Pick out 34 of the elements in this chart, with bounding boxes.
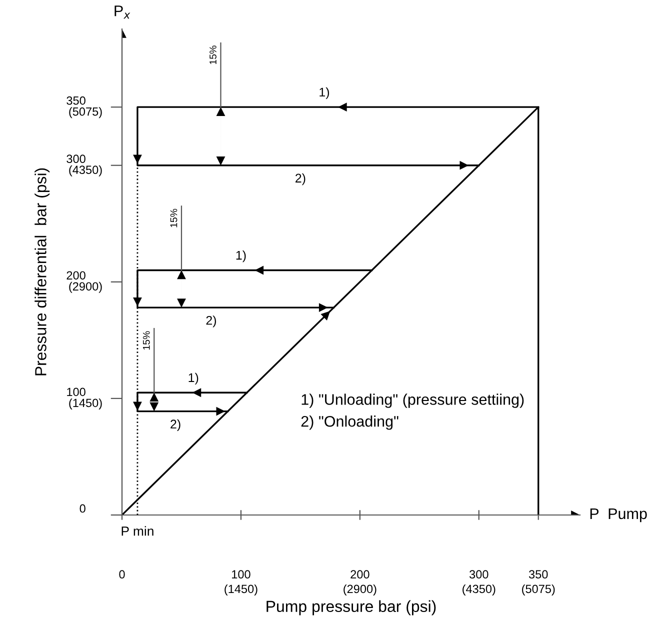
x-tick-label: 100 [232, 570, 250, 579]
y-tick-label: 0 [80, 504, 86, 513]
annotation: 1) [188, 372, 198, 385]
text: P Pump [590, 508, 647, 522]
x-tick-label: 300 [469, 570, 488, 579]
annotation: 2) [296, 173, 306, 186]
annotation: 15% [142, 331, 150, 350]
annotation: 15% [170, 208, 178, 228]
annotation: 2) [206, 316, 216, 328]
y-tick-label: 100 [67, 388, 86, 396]
ref-line-label: P min [122, 526, 154, 536]
y2-tick-label: (1450) [69, 398, 102, 410]
x2-tick-label: (4350) [462, 584, 496, 596]
y-tick-label: 350 [66, 96, 86, 105]
y-tick-label: 200 [66, 271, 86, 280]
y-axis-title: Pressure differential bar (psi) [34, 168, 50, 376]
annotation: 1) [236, 250, 246, 262]
x-axis-title: Pump pressure bar (psi) [266, 600, 436, 616]
annotation: 2) [170, 419, 180, 431]
annotation: 1) [320, 87, 330, 100]
y2-tick-label: (2900) [69, 282, 102, 293]
x-tick-label: 200 [350, 570, 370, 579]
text: P$_{x}$ [114, 6, 130, 19]
x-tick-label: 350 [528, 570, 548, 579]
annotation: 2) "Onloading" [301, 416, 398, 430]
x-tick-label: 0 [119, 570, 125, 579]
x2-tick-label: (1450) [224, 584, 258, 596]
y2-tick-label: (5075) [69, 107, 102, 118]
y2-tick-label: (4350) [69, 165, 102, 176]
annotation: 15% [210, 46, 216, 64]
x2-tick-label: (2900) [344, 584, 376, 596]
annotation: 1) "Unloading" (pressure settiing) [302, 394, 524, 408]
x2-tick-label: (5075) [522, 584, 555, 596]
y-tick-label: 300 [66, 154, 86, 164]
